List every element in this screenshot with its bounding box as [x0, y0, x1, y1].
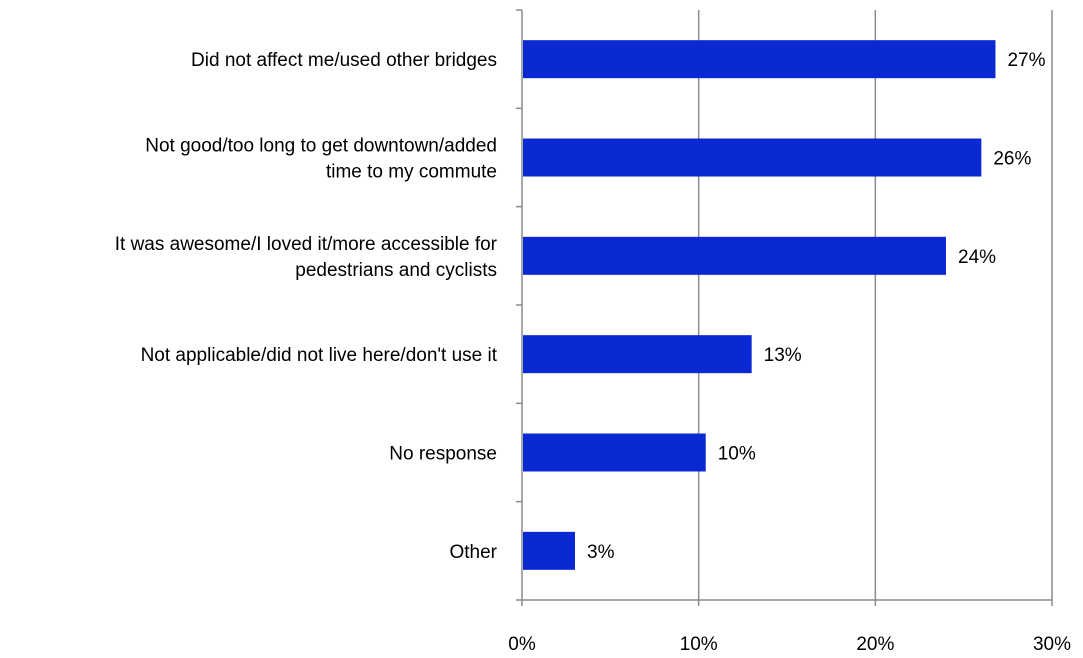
bars	[523, 40, 996, 570]
category-label-line: It was awesome/I loved it/more accessibl…	[115, 234, 498, 255]
category-label-line: Not good/too long to get downtown/added	[145, 136, 497, 157]
category-label: It was awesome/I loved it/more accessibl…	[115, 234, 498, 281]
bar	[523, 40, 996, 79]
data-label: 24%	[958, 247, 996, 268]
x-tick-label: 20%	[856, 634, 894, 655]
x-tick-label: 30%	[1033, 634, 1071, 655]
category-label-line: No response	[389, 444, 497, 465]
category-label-line: pedestrians and cyclists	[295, 260, 497, 281]
bar	[523, 138, 982, 177]
bar	[523, 433, 706, 472]
labels: 0% 10% 20% 30% 27% Did not affect me/used oth…	[115, 50, 1071, 655]
category-label-line: Did not affect me/used other bridges	[191, 50, 497, 71]
category-label: Other	[449, 542, 497, 563]
category-label-line: Not applicable/did not live here/don't u…	[141, 345, 498, 366]
data-label: 13%	[764, 345, 802, 366]
bar	[523, 236, 946, 275]
x-tick-label: 0%	[508, 634, 536, 655]
category-label-line: time to my commute	[326, 162, 497, 183]
category-label: No response	[389, 444, 497, 465]
data-label: 10%	[718, 444, 756, 465]
data-label: 26%	[993, 149, 1031, 170]
category-label: Not applicable/did not live here/don't u…	[141, 345, 498, 366]
bar	[523, 335, 752, 374]
data-label: 3%	[587, 542, 615, 563]
x-tick-label: 10%	[680, 634, 718, 655]
category-label: Not good/too long to get downtown/added t…	[145, 136, 497, 183]
axes	[516, 9, 1053, 606]
category-label: Did not affect me/used other bridges	[191, 50, 497, 71]
bar	[523, 531, 575, 570]
data-label: 27%	[1007, 50, 1045, 71]
category-label-line: Other	[449, 542, 497, 563]
gridlines	[697, 10, 1053, 600]
